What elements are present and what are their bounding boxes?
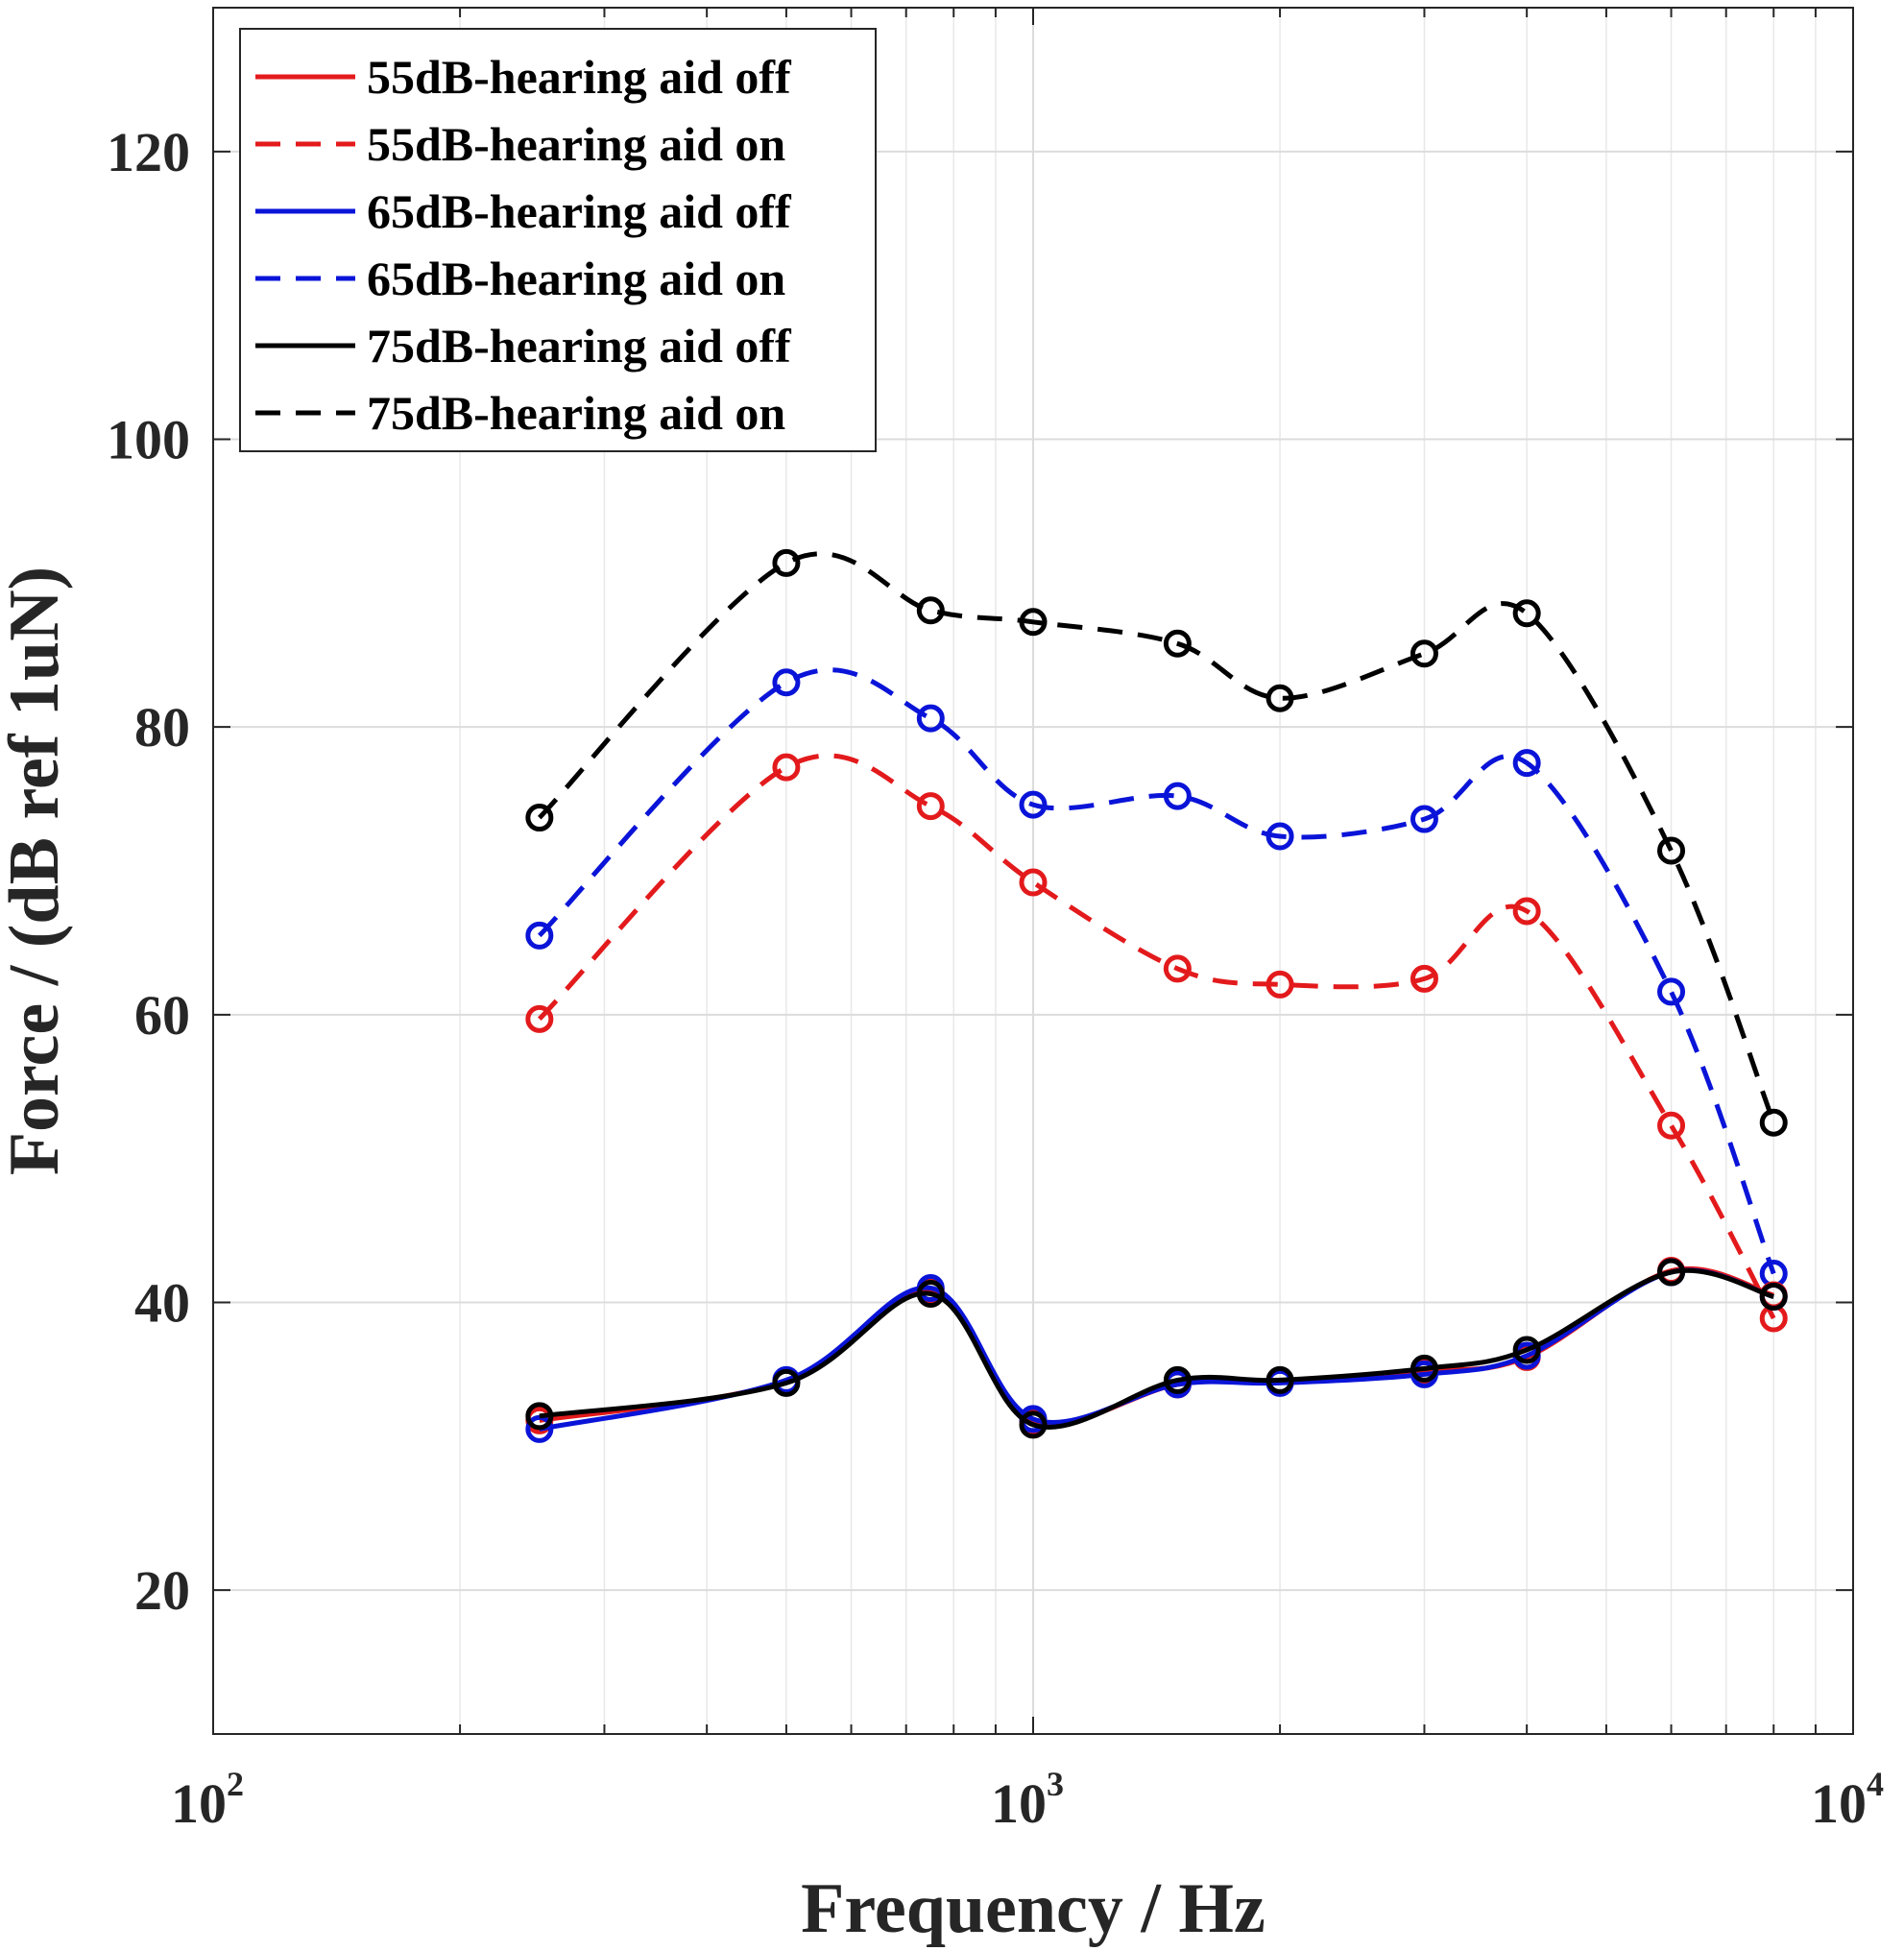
legend: 55dB-hearing aid off 55dB-hearing aid on 6… — [239, 28, 877, 452]
legend-box — [239, 28, 877, 452]
series-line-65db-hearing-aid-off — [539, 1267, 1774, 1432]
y-axis-label: Force / (dB ref 1uN) — [0, 566, 74, 1175]
data-point — [1759, 1108, 1788, 1137]
data-point — [772, 548, 801, 577]
x-tick-label: 104 — [1811, 1765, 1884, 1835]
data-point — [916, 704, 945, 733]
series-65db-hearing-aid-on — [525, 667, 1788, 1289]
data-point — [1512, 897, 1541, 926]
y-tick-label: 100 — [107, 409, 190, 471]
data-point — [1265, 970, 1294, 999]
x-tick-label: 103 — [991, 1765, 1064, 1835]
data-point — [1019, 790, 1048, 819]
y-tick-label: 120 — [107, 121, 190, 183]
legend-label-65db-hearing-aid-on: 65dB-hearing aid on — [367, 252, 785, 305]
data-point — [772, 668, 801, 697]
y-tick-label: 40 — [134, 1272, 190, 1335]
data-point — [1265, 684, 1294, 712]
data-point — [1512, 599, 1541, 628]
series-line-75db-hearing-aid-on — [538, 551, 1776, 1124]
data-point — [1657, 836, 1686, 865]
data-point — [1657, 977, 1686, 1006]
data-point — [772, 753, 801, 782]
data-point — [1019, 608, 1048, 637]
data-point — [1265, 1365, 1294, 1394]
data-point — [1019, 1410, 1048, 1439]
x-tick-label: 102 — [171, 1765, 244, 1835]
legend-label-75db-hearing-aid-off: 75dB-hearing aid off — [367, 319, 792, 373]
legend-label-65db-hearing-aid-off: 65dB-hearing aid off — [367, 184, 792, 238]
series-group — [525, 548, 1788, 1443]
data-point — [525, 1004, 554, 1033]
data-point — [1410, 964, 1438, 993]
y-tick-label: 20 — [134, 1559, 190, 1622]
series-75db-hearing-aid-off — [525, 1258, 1788, 1439]
data-point — [1512, 749, 1541, 778]
series-75db-hearing-aid-on — [525, 548, 1788, 1137]
legend-label-75db-hearing-aid-on: 75dB-hearing aid on — [367, 386, 785, 440]
data-point — [1265, 822, 1294, 851]
series-55db-hearing-aid-on — [525, 753, 1788, 1333]
data-point — [525, 1402, 554, 1431]
legend-label-55db-hearing-aid-on: 55dB-hearing aid on — [367, 117, 785, 171]
y-tick-label: 60 — [134, 984, 190, 1047]
data-point — [1163, 954, 1192, 983]
data-point — [525, 921, 554, 950]
data-point — [1410, 1354, 1438, 1383]
data-point — [1657, 1111, 1686, 1140]
data-point — [1759, 1283, 1788, 1312]
data-point — [1410, 639, 1438, 668]
data-point — [1512, 1336, 1541, 1364]
data-point — [916, 1280, 945, 1309]
ticks: 20 40 60 80 100 120 102 103 104 — [107, 8, 1884, 1835]
data-point — [772, 1368, 801, 1397]
data-point — [916, 792, 945, 821]
data-point — [525, 1414, 554, 1443]
data-point — [525, 804, 554, 832]
series-line-55db-hearing-aid-on — [538, 753, 1776, 1320]
data-point — [1019, 868, 1048, 897]
series-line-65db-hearing-aid-on — [538, 667, 1776, 1275]
y-tick-label: 80 — [134, 696, 190, 759]
legend-label-55db-hearing-aid-off: 55dB-hearing aid off — [367, 50, 792, 104]
series-line-75db-hearing-aid-off — [539, 1267, 1774, 1430]
data-point — [1657, 1258, 1686, 1287]
data-point — [1163, 629, 1192, 658]
data-point — [1410, 805, 1438, 833]
data-point — [1163, 782, 1192, 810]
x-axis-label: Frequency / Hz — [801, 1869, 1265, 1948]
data-point — [1163, 1365, 1192, 1394]
data-point — [916, 596, 945, 625]
